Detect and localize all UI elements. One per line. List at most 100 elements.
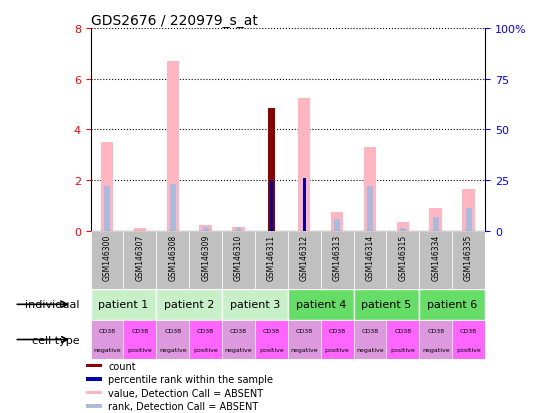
Bar <box>166 62 179 231</box>
Bar <box>321 231 353 289</box>
Bar <box>331 212 343 231</box>
Text: CD38: CD38 <box>460 329 477 334</box>
Bar <box>91 231 124 289</box>
Bar <box>288 289 353 320</box>
Text: CD38: CD38 <box>230 329 247 334</box>
Bar <box>462 190 475 231</box>
Text: CD38: CD38 <box>164 329 181 334</box>
Text: negative: negative <box>159 347 187 352</box>
Bar <box>268 109 275 231</box>
Bar <box>419 231 452 289</box>
Text: GSM146335: GSM146335 <box>464 234 473 280</box>
Bar <box>466 209 472 231</box>
Bar <box>288 231 321 289</box>
Bar <box>203 228 208 231</box>
Bar <box>334 220 340 231</box>
Bar <box>86 364 102 368</box>
Text: patient 6: patient 6 <box>427 299 477 310</box>
Bar <box>134 229 146 231</box>
Bar <box>86 377 102 381</box>
Text: CD38: CD38 <box>99 329 116 334</box>
Text: negative: negative <box>290 347 318 352</box>
Bar <box>433 217 439 231</box>
Text: GSM146315: GSM146315 <box>398 234 407 280</box>
Bar <box>397 223 409 231</box>
Bar <box>156 289 222 320</box>
Bar <box>222 320 255 359</box>
Bar <box>236 228 241 231</box>
Text: CD38: CD38 <box>427 329 445 334</box>
Bar <box>101 143 114 231</box>
Text: positive: positive <box>193 347 218 352</box>
Text: GSM146314: GSM146314 <box>366 234 375 280</box>
Bar <box>419 289 485 320</box>
Bar <box>255 231 288 289</box>
Text: GSM146300: GSM146300 <box>102 234 111 280</box>
Text: CD38: CD38 <box>394 329 411 334</box>
Bar <box>364 148 376 231</box>
Text: patient 3: patient 3 <box>230 299 280 310</box>
Bar <box>189 231 222 289</box>
Text: patient 2: patient 2 <box>164 299 214 310</box>
Bar <box>124 320 156 359</box>
Text: CD38: CD38 <box>328 329 346 334</box>
Bar <box>124 231 156 289</box>
Bar <box>386 231 419 289</box>
Text: positive: positive <box>325 347 350 352</box>
Bar <box>303 178 306 231</box>
Text: positive: positive <box>456 347 481 352</box>
Bar <box>222 289 288 320</box>
Bar <box>156 231 189 289</box>
Text: patient 1: patient 1 <box>99 299 149 310</box>
Text: negative: negative <box>422 347 449 352</box>
Bar <box>86 404 102 408</box>
Text: CD38: CD38 <box>296 329 313 334</box>
Bar <box>288 320 321 359</box>
Text: GDS2676 / 220979_s_at: GDS2676 / 220979_s_at <box>91 14 257 28</box>
Bar <box>222 231 255 289</box>
Text: positive: positive <box>127 347 152 352</box>
Bar <box>255 320 288 359</box>
Bar <box>156 320 189 359</box>
Bar <box>353 231 386 289</box>
Bar <box>353 289 419 320</box>
Text: GSM146334: GSM146334 <box>431 234 440 280</box>
Text: negative: negative <box>356 347 384 352</box>
Text: negative: negative <box>225 347 252 352</box>
Text: negative: negative <box>93 347 121 352</box>
Bar <box>419 320 452 359</box>
Bar <box>452 231 485 289</box>
Text: GSM146313: GSM146313 <box>333 234 342 280</box>
Bar <box>298 98 311 231</box>
Text: CD38: CD38 <box>131 329 149 334</box>
Text: percentile rank within the sample: percentile rank within the sample <box>108 374 273 384</box>
Text: cell type: cell type <box>33 335 80 345</box>
Text: patient 4: patient 4 <box>295 299 346 310</box>
Bar <box>86 391 102 394</box>
Text: count: count <box>108 361 136 371</box>
Text: rank, Detection Call = ABSENT: rank, Detection Call = ABSENT <box>108 401 259 411</box>
Bar <box>430 209 442 231</box>
Bar <box>367 187 373 231</box>
Bar <box>170 185 176 231</box>
Bar <box>189 320 222 359</box>
Bar <box>232 228 245 231</box>
Bar <box>321 320 353 359</box>
Text: CD38: CD38 <box>361 329 378 334</box>
Text: CD38: CD38 <box>263 329 280 334</box>
Text: GSM146307: GSM146307 <box>135 234 144 280</box>
Bar <box>104 187 110 231</box>
Bar <box>386 320 419 359</box>
Text: positive: positive <box>259 347 284 352</box>
Text: CD38: CD38 <box>197 329 214 334</box>
Text: value, Detection Call = ABSENT: value, Detection Call = ABSENT <box>108 388 263 398</box>
Bar <box>199 225 212 231</box>
Text: individual: individual <box>26 299 80 310</box>
Bar <box>400 229 406 231</box>
Text: positive: positive <box>391 347 415 352</box>
Bar <box>270 180 273 231</box>
Text: GSM146312: GSM146312 <box>300 234 309 280</box>
Text: GSM146310: GSM146310 <box>234 234 243 280</box>
Text: GSM146311: GSM146311 <box>267 234 276 280</box>
Bar <box>353 320 386 359</box>
